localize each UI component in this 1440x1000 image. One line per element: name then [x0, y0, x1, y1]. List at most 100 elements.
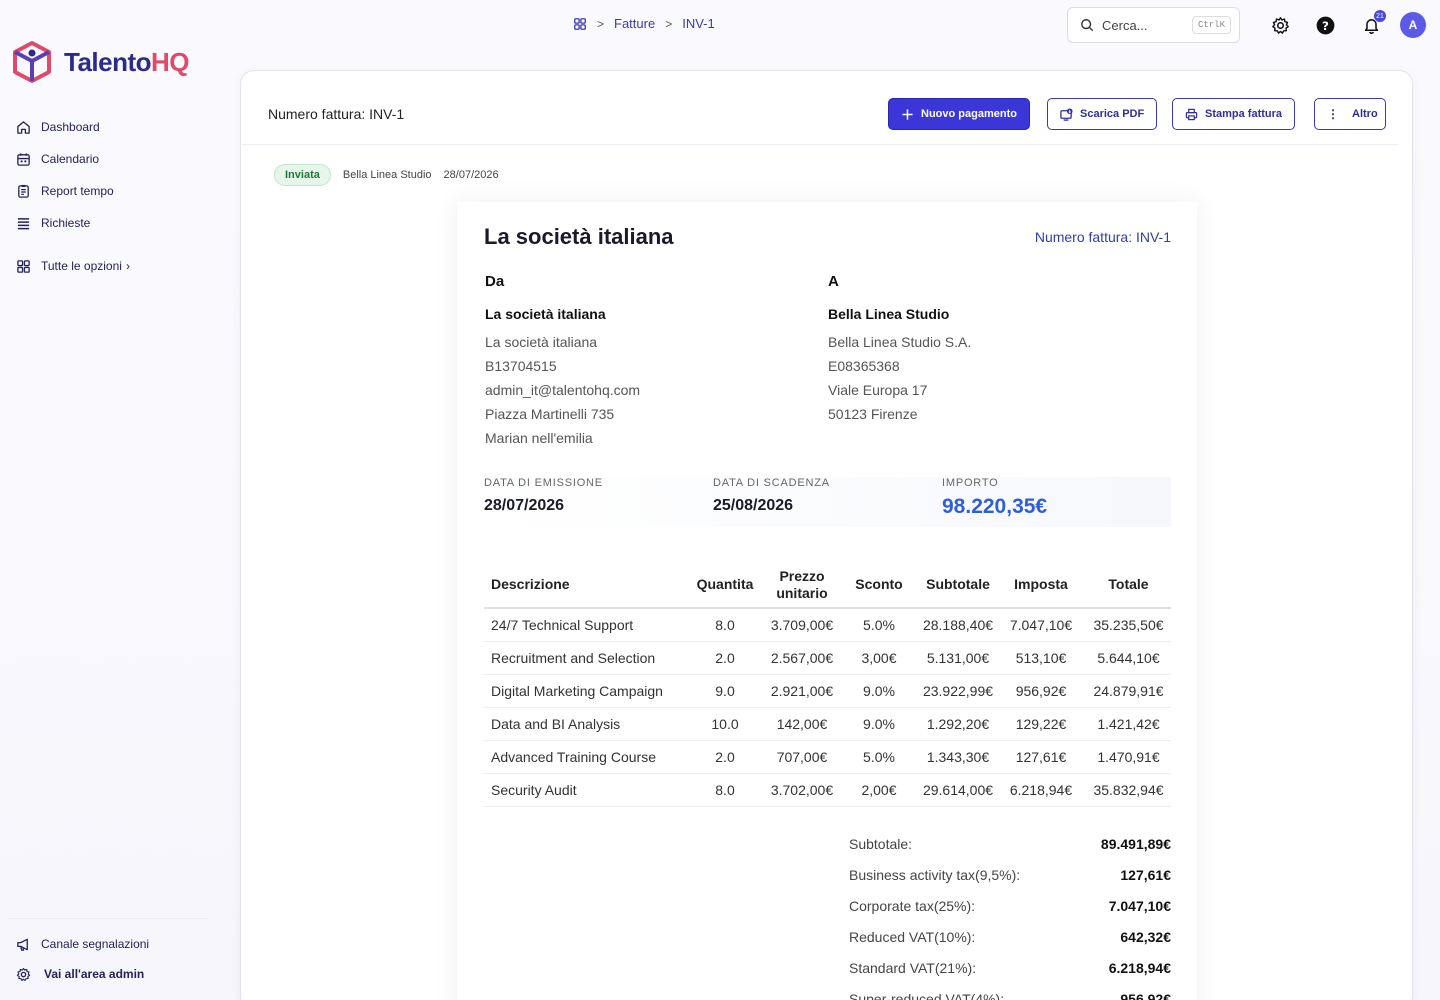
bell-icon [1364, 18, 1378, 34]
sidebar-item-label: Report tempo [41, 184, 114, 198]
total-value: 642,32€ [1120, 928, 1171, 945]
total-row-super-reduced-vat: Super-reduced VAT(4%): 956,92€ [849, 983, 1171, 1000]
total-value: 89.491,89€ [1100, 835, 1171, 852]
total-value: 956,92€ [1120, 990, 1171, 1000]
card-header: Numero fattura: INV-1 Nuovo pagamento Sc… [241, 71, 1399, 145]
sidebar-item-dashboard[interactable]: Dashboard [16, 111, 216, 143]
to-line: Bella Linea Studio S.A. [828, 334, 972, 350]
cell-discount: 3,00€ [838, 641, 920, 675]
chevron-right-icon: > [665, 16, 673, 31]
button-label: Nuovo pagamento [921, 108, 1017, 120]
button-label: Scarica PDF [1080, 108, 1145, 120]
totals-summary: Subtotale: 89.491,89€ Business activity t… [849, 828, 1171, 1000]
sidebar-item-label: Richieste [41, 216, 91, 230]
amount-block: IMPORTO 98.220,35€ [942, 477, 1171, 527]
avatar[interactable]: A [1400, 12, 1426, 38]
cell-quantity: 8.0 [684, 773, 766, 807]
cell-tax: 7.047,10€ [996, 608, 1086, 642]
cell-unit-price: 2.567,00€ [766, 641, 838, 675]
table-row: Recruitment and Selection 2.0 2.567,00€ … [484, 641, 1171, 675]
notifications-button[interactable]: 21 [1360, 10, 1386, 36]
from-line: La società italiana [485, 334, 598, 350]
sidebar-item-label: Vai all'area admin [44, 967, 145, 981]
from-name: La società italiana [485, 306, 606, 322]
to-line: 50123 Firenze [828, 406, 918, 422]
print-invoice-button[interactable]: Stampa fattura [1172, 98, 1296, 130]
cell-total: 5.644,10€ [1086, 641, 1171, 675]
to-section: A Bella Linea Studio Bella Linea Studio … [828, 273, 1128, 426]
table-row: Data and BI Analysis 10.0 142,00€ 9.0% 1… [484, 707, 1171, 741]
sidebar-item-richieste[interactable]: Richieste [16, 207, 216, 239]
total-row-standard-vat: Standard VAT(21%): 6.218,94€ [849, 952, 1171, 983]
search-icon [1081, 19, 1094, 32]
table-row: Security Audit 8.0 3.702,00€ 2,00€ 29.61… [484, 773, 1171, 807]
cell-tax: 129,22€ [996, 707, 1086, 741]
items-table: Descrizione Quantita Prezzo unitario Sco… [484, 562, 1171, 807]
total-row-subtotal: Subtotale: 89.491,89€ [849, 828, 1171, 859]
cell-description: Digital Marketing Campaign [484, 674, 684, 708]
sidebar: TalentoHQ Dashboard Calendario Report te… [0, 0, 220, 1000]
cell-quantity: 8.0 [684, 608, 766, 642]
sidebar-item-admin[interactable]: Vai all'area admin [8, 959, 208, 989]
breadcrumb-fatture[interactable]: Fatture [614, 16, 656, 31]
gear-icon [1271, 16, 1289, 34]
search-box[interactable]: CtrlK [1067, 7, 1240, 43]
breadcrumb: > Fatture > INV-1 [573, 16, 715, 31]
list-icon [17, 217, 30, 229]
cell-unit-price: 3.702,00€ [766, 773, 838, 807]
nav-spacer [16, 239, 216, 250]
cell-total: 1.470,91€ [1086, 740, 1171, 774]
report-icon [18, 184, 29, 198]
search-shortcut: CtrlK [1191, 16, 1231, 34]
sidebar-item-label: Dashboard [41, 120, 100, 134]
invoice-dates: DATA DI EMISSIONE 28/07/2026 DATA DI SCA… [484, 477, 1171, 527]
cell-subtotal: 29.614,00€ [920, 773, 996, 807]
sidebar-item-report-tempo[interactable]: Report tempo [16, 175, 216, 207]
to-name: Bella Linea Studio [828, 306, 950, 322]
breadcrumb-current[interactable]: INV-1 [682, 16, 715, 31]
company-title: La società italiana [484, 224, 674, 249]
cell-description: 24/7 Technical Support [484, 608, 684, 642]
sidebar-item-calendario[interactable]: Calendario [16, 143, 216, 175]
cell-discount: 2,00€ [838, 773, 920, 807]
cell-unit-price: 2.921,00€ [766, 674, 838, 708]
col-header-quantity: Quantita [684, 562, 766, 609]
search-input[interactable] [1102, 17, 1182, 33]
help-button[interactable]: ? [1314, 14, 1336, 36]
total-label: Business activity tax(9,5%): [849, 866, 1021, 883]
cell-unit-price: 3.709,00€ [766, 608, 838, 642]
table-row: 24/7 Technical Support 8.0 3.709,00€ 5.0… [484, 608, 1171, 642]
total-value: 127,61€ [1120, 866, 1171, 883]
cell-subtotal: 1.343,30€ [920, 740, 996, 774]
sidebar-item-all-options[interactable]: Tutte le opzioni › [16, 250, 216, 282]
invoice-meta: Inviata Bella Linea Studio 28/07/2026 [274, 164, 499, 186]
invoice-card: Numero fattura: INV-1 Nuovo pagamento Sc… [240, 70, 1413, 1000]
issue-date-value: 28/07/2026 [484, 497, 565, 514]
from-line: Marian nell'emilia [485, 430, 593, 446]
new-payment-button[interactable]: Nuovo pagamento [888, 98, 1030, 130]
download-pdf-button[interactable]: Scarica PDF [1047, 98, 1158, 130]
brand-logo[interactable]: TalentoHQ [12, 40, 190, 84]
printer-icon [1185, 108, 1198, 120]
grid-icon[interactable] [573, 17, 587, 31]
main-nav: Dashboard Calendario Report tempo Richie… [16, 111, 216, 282]
cell-tax: 6.218,94€ [996, 773, 1086, 807]
to-line: E08365368 [828, 358, 900, 374]
meta-client: Bella Linea Studio [342, 169, 432, 181]
cell-tax: 127,61€ [996, 740, 1086, 774]
cell-discount: 5.0% [838, 740, 920, 774]
cell-quantity: 9.0 [684, 674, 766, 708]
more-button[interactable]: ⋮ Altro [1314, 98, 1386, 130]
from-line: Piazza Martinelli 735 [485, 406, 615, 422]
home-icon [17, 120, 30, 134]
from-section: Da La società italiana La società italia… [485, 273, 785, 450]
settings-button[interactable] [1269, 14, 1291, 36]
cell-total: 1.421,42€ [1086, 707, 1171, 741]
col-header-description: Descrizione [484, 562, 684, 609]
total-label: Standard VAT(21%): [849, 959, 977, 976]
logo-cube-icon [13, 41, 51, 83]
sidebar-item-canale-segnalazioni[interactable]: Canale segnalazioni [8, 929, 208, 959]
svg-text:?: ? [1322, 19, 1329, 33]
sidebar-bottom: Canale segnalazioni Vai all'area admin [8, 918, 208, 989]
cell-subtotal: 28.188,40€ [920, 608, 996, 642]
